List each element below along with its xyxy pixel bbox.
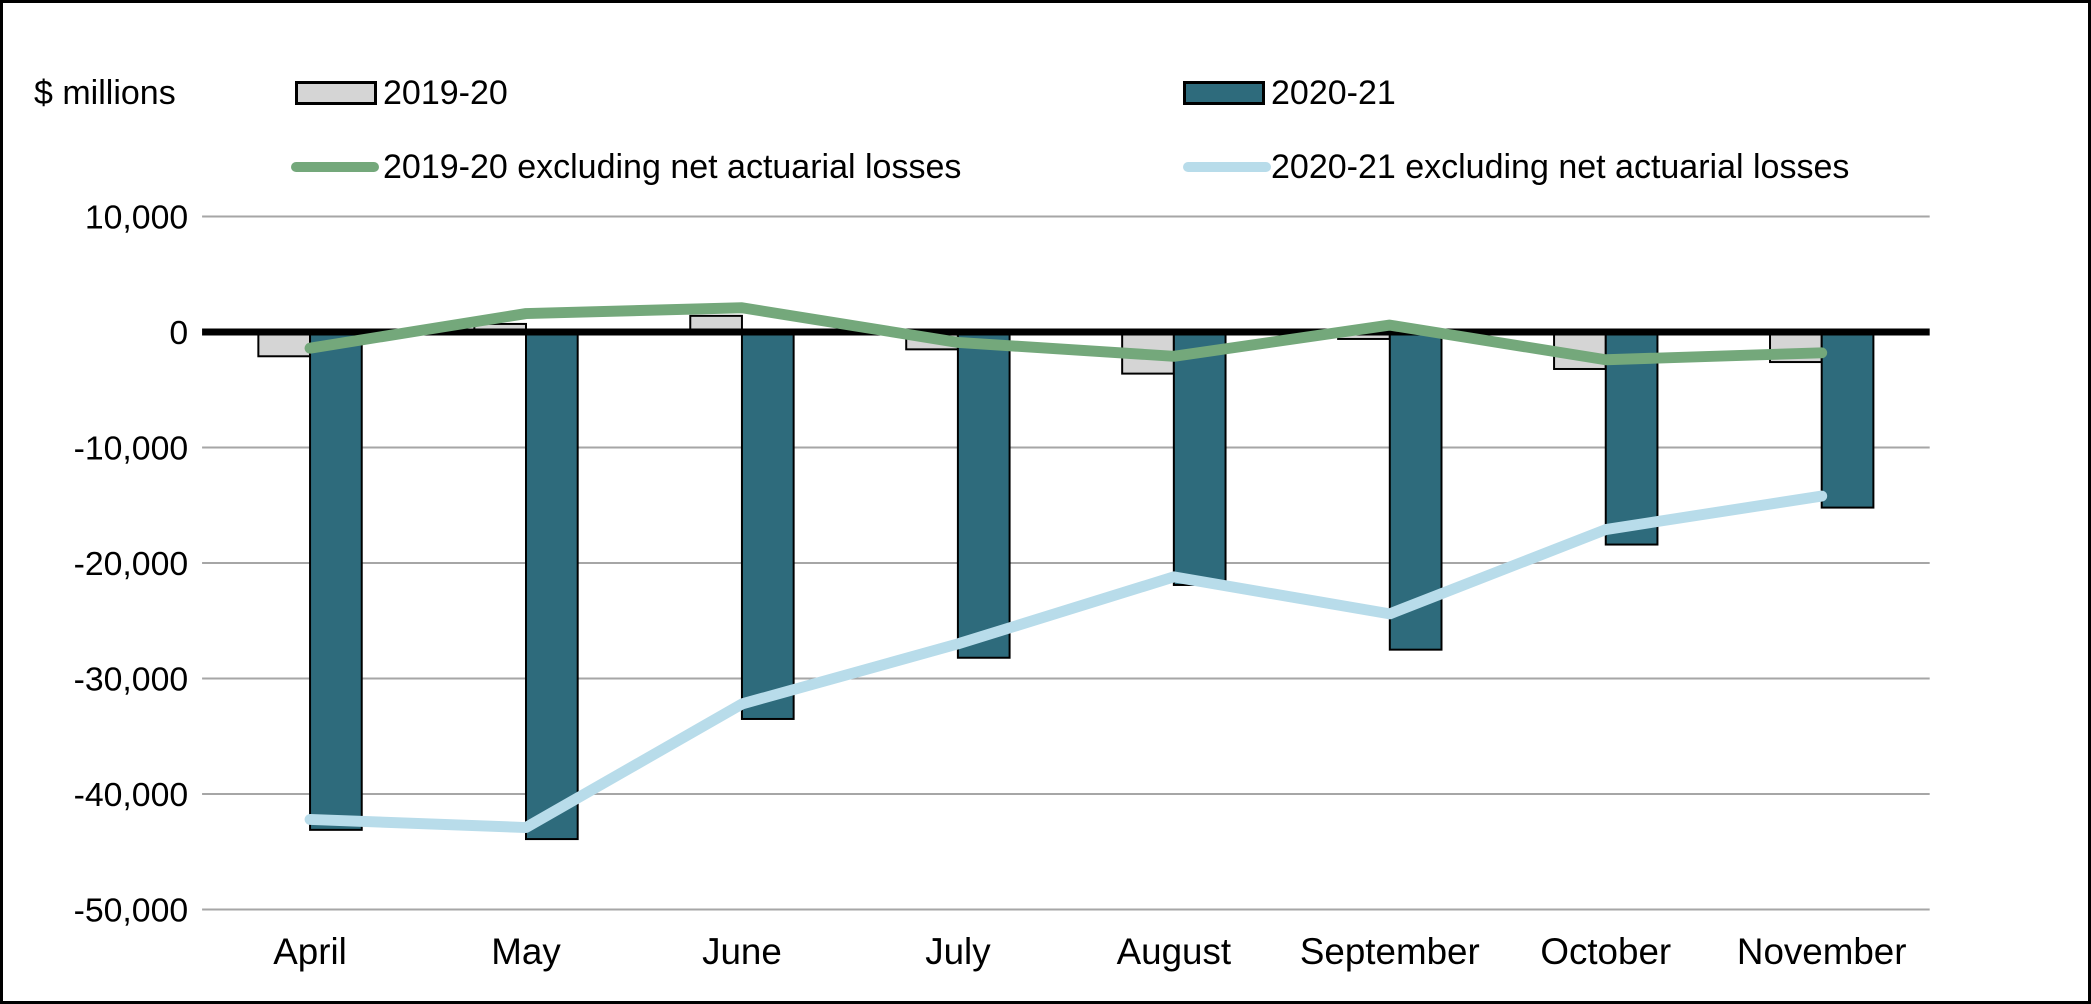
legend-swatch-2020-21 [1183, 81, 1265, 105]
legend-label-2020-21: 2020-21 [1271, 74, 1396, 112]
y-tick-label--40000: -40,000 [74, 776, 189, 814]
legend-label-2019-20: 2019-20 [383, 74, 508, 112]
y-tick-label--30000: -30,000 [74, 660, 189, 698]
bar-2020-21-July [956, 331, 1011, 659]
legend-swatch-2020-21-excluding-line [1183, 162, 1271, 172]
x-label-November: November [1737, 931, 1907, 972]
legend-swatch-2019-20 [295, 81, 377, 105]
x-label-October: October [1540, 931, 1671, 972]
y-tick-label--20000: -20,000 [74, 545, 189, 583]
bar-2020-21-November [1820, 331, 1875, 509]
line-2020-21-excluding-net-actuarial-losses [304, 490, 1828, 834]
x-label-June: June [702, 931, 782, 972]
y-axis-unit-label: $ millions [34, 74, 176, 112]
x-label-July: July [925, 931, 991, 972]
legend-label-2019-20-excluding: 2019-20 excluding net actuarial losses [383, 148, 962, 186]
y-tick-label-0: 0 [169, 314, 188, 352]
x-label-August: August [1117, 931, 1231, 972]
y-tick-label--50000: -50,000 [74, 891, 189, 929]
line-2019-20-excluding-net-actuarial-losses [304, 302, 1828, 366]
plot-area: 10,000 0 -10,000 -20,000 -30,000 -40,000 -50,0… [74, 198, 1930, 972]
bar-2020-21-May [525, 331, 579, 841]
bar-2020-21-April [309, 331, 363, 831]
bar-2020-21-June [740, 331, 795, 720]
x-label-May: May [491, 931, 561, 972]
x-label-April: April [273, 931, 347, 972]
legend-label-2020-21-excluding: 2020-21 excluding net actuarial losses [1271, 148, 1850, 186]
legend-swatch-2019-20-excluding-line [291, 162, 379, 172]
y-tick-label--10000: -10,000 [74, 429, 189, 467]
x-label-September: September [1300, 931, 1480, 972]
bar-2020-21-August [1172, 331, 1227, 586]
bar-2020-21-October [1604, 331, 1659, 546]
bar-2019-20-April [257, 331, 312, 358]
y-tick-label-10000: 10,000 [85, 198, 188, 236]
